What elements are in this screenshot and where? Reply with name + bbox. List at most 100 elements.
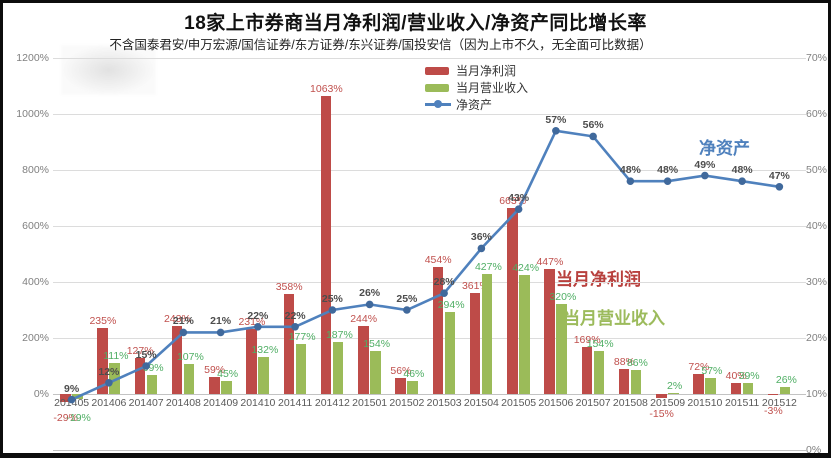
legend-item-revenue[interactable]: 当月营业收入 <box>425 79 528 96</box>
annotation-revenue: 当月营业收入 <box>563 309 665 328</box>
line-point-201406[interactable] <box>105 379 113 387</box>
bar-net-profit-201510[interactable] <box>693 373 704 394</box>
bar-label-revenue-201411: 177% <box>288 331 316 344</box>
line-point-201408[interactable] <box>179 328 188 337</box>
bar-net-profit-201406[interactable] <box>97 328 108 394</box>
bar-net-profit-201512[interactable] <box>767 394 779 395</box>
chart-subtitle: 不含国泰君安/申万宏源/国信证券/东方证券/东兴证券/国投安信（因为上市不久，无… <box>109 38 652 52</box>
bar-net-profit-201509[interactable] <box>656 394 667 399</box>
bar-label-net-profit-201406: 235% <box>89 315 117 328</box>
bar-revenue-201408[interactable] <box>183 364 195 394</box>
bar-label-net-profit-201503: 454% <box>424 253 452 266</box>
bar-revenue-201503[interactable] <box>444 311 456 394</box>
line-label-201502: 25% <box>396 293 418 305</box>
legend-label-revenue: 当月营业收入 <box>456 81 529 95</box>
line-point-201502[interactable] <box>403 306 411 314</box>
bar-label-revenue-201505: 424% <box>512 262 540 275</box>
bar-net-profit-201405[interactable] <box>60 394 71 403</box>
bar-net-profit-201511[interactable] <box>730 382 742 394</box>
line-label-201510: 49% <box>694 158 716 171</box>
line-point-201503[interactable] <box>440 289 448 297</box>
bar-revenue-201502[interactable] <box>407 381 418 394</box>
line-point-201409[interactable] <box>216 328 225 337</box>
bar-net-profit-201411[interactable] <box>283 293 295 394</box>
bar-net-profit-201407[interactable] <box>134 358 146 394</box>
line-point-201507[interactable] <box>589 132 597 141</box>
bar-label-revenue-201409: 45% <box>217 368 239 381</box>
y-axis-left-tick: 800% <box>22 164 49 176</box>
line-point-201504[interactable] <box>477 244 486 253</box>
x-axis-label-201501: 201501 <box>352 397 388 409</box>
gridline <box>53 394 806 395</box>
bar-net-profit-201503[interactable] <box>432 266 444 394</box>
bar-label-net-profit-201409: 59% <box>204 364 226 377</box>
legend-item-net-asset[interactable]: 净资产 <box>425 96 528 113</box>
bar-net-profit-201410[interactable] <box>246 329 257 394</box>
bar-revenue-201407[interactable] <box>146 374 158 394</box>
bar-net-profit-201409[interactable] <box>209 377 220 394</box>
bar-net-profit-201508[interactable] <box>618 369 630 394</box>
line-point-201509[interactable] <box>663 177 672 185</box>
x-axis-label-201506: 201506 <box>538 397 574 409</box>
net-asset-line-path <box>71 129 780 401</box>
bar-net-profit-201408[interactable] <box>171 325 183 394</box>
bar-revenue-201511[interactable] <box>742 383 754 394</box>
bar-revenue-201412[interactable] <box>332 341 344 394</box>
bar-revenue-201505[interactable] <box>519 275 530 394</box>
x-axis-label-201509: 201509 <box>650 397 686 409</box>
line-point-201410[interactable] <box>254 323 262 331</box>
bar-revenue-201504[interactable] <box>481 274 493 394</box>
line-label-201511: 48% <box>731 164 753 177</box>
bar-revenue-201410[interactable] <box>258 357 269 394</box>
bar-label-net-profit-201505: 663% <box>499 195 527 208</box>
line-point-201508[interactable] <box>626 177 635 185</box>
line-point-201405[interactable] <box>67 395 76 404</box>
bar-revenue-201506[interactable] <box>556 304 567 394</box>
bar-label-revenue-201410: 132% <box>251 344 279 357</box>
line-point-201501[interactable] <box>365 300 374 309</box>
line-point-201512[interactable] <box>775 183 784 191</box>
bar-revenue-201411[interactable] <box>295 344 307 394</box>
bar-revenue-201510[interactable] <box>705 378 716 394</box>
gridline <box>53 282 806 283</box>
line-label-201504: 36% <box>470 231 492 244</box>
bar-label-revenue-201406: 111% <box>103 349 129 362</box>
y-axis-left-tick: 200% <box>22 332 49 344</box>
x-axis-label-201503: 201503 <box>426 397 462 409</box>
legend-label-net-asset: 净资产 <box>456 98 493 112</box>
legend-item-net-profit[interactable]: 当月净利润 <box>425 62 528 79</box>
bar-label-revenue-201512: 26% <box>775 373 797 386</box>
y-axis-right-tick: 70% <box>806 52 828 64</box>
bar-label-net-profit-201408: 243% <box>163 312 191 325</box>
line-point-201506[interactable] <box>552 127 560 135</box>
y-axis-left-tick: 400% <box>22 276 49 288</box>
bar-revenue-201508[interactable] <box>630 369 642 394</box>
bar-revenue-201409[interactable] <box>221 381 232 394</box>
x-axis-label-201408: 201408 <box>165 397 201 409</box>
line-point-201505[interactable] <box>514 205 523 213</box>
bar-net-profit-201504[interactable] <box>469 292 481 394</box>
y-axis-right-tick: 10% <box>806 388 828 400</box>
x-axis-label-201411: 201411 <box>277 397 313 409</box>
bar-revenue-201501[interactable] <box>370 350 381 394</box>
chart-title: 18家上市券商当月净利润/营业收入/净资产同比增长率 <box>184 13 647 34</box>
line-point-201511[interactable] <box>738 177 746 185</box>
y-axis-left-tick: 1000% <box>16 108 49 120</box>
line-point-201411[interactable] <box>291 323 299 331</box>
bar-net-profit-201507[interactable] <box>581 346 593 394</box>
bar-net-profit-201412[interactable] <box>320 96 332 394</box>
bar-revenue-201512[interactable] <box>779 386 791 394</box>
bar-net-profit-201505[interactable] <box>507 208 518 394</box>
bar-revenue-201406[interactable] <box>109 362 120 394</box>
line-point-201407[interactable] <box>142 362 150 370</box>
line-label-201506: 57% <box>545 113 567 126</box>
bar-net-profit-201506[interactable] <box>544 268 555 394</box>
gridline <box>53 450 806 451</box>
bar-net-profit-201501[interactable] <box>358 325 369 394</box>
bar-net-profit-201502[interactable] <box>395 378 406 394</box>
bar-revenue-201507[interactable] <box>593 350 605 394</box>
bar-revenue-201509[interactable] <box>668 393 679 394</box>
bar-label-net-profit-201407: 127% <box>126 345 154 358</box>
line-point-201510[interactable] <box>701 171 709 180</box>
line-point-201412[interactable] <box>328 306 337 314</box>
